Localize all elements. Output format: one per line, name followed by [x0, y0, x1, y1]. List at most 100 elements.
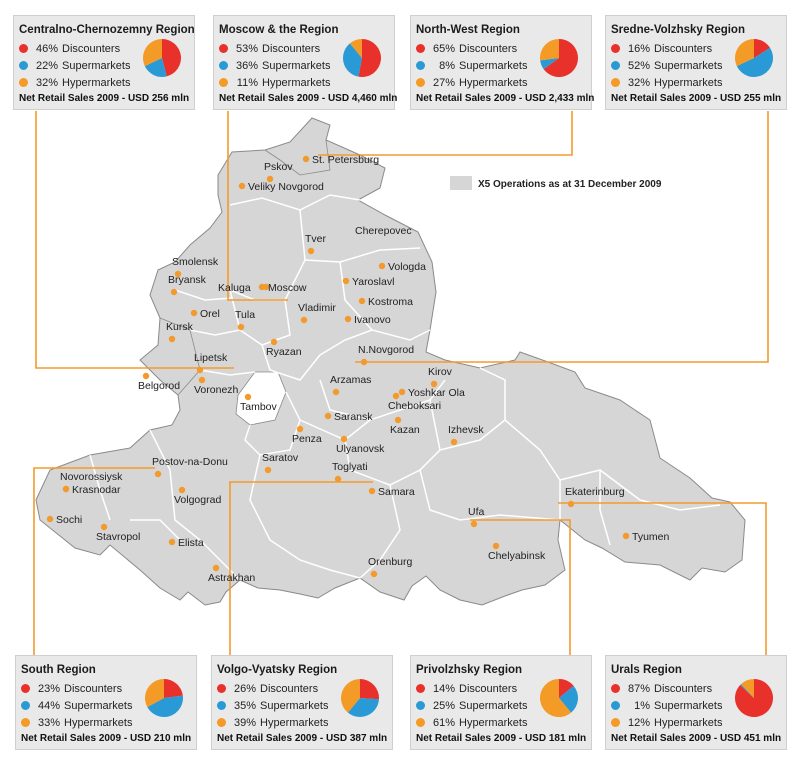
city-dot-orel: [190, 309, 198, 317]
discounters-label: Discounters: [262, 43, 321, 55]
city-dot-belgorod: [142, 372, 150, 380]
discounters-label: Discounters: [459, 683, 518, 695]
net-retail-sales: Net Retail Sales 2009 - USD 2,433 mln: [416, 93, 595, 104]
connector-volgo: [229, 481, 373, 660]
city-label-st-petersburg: St. Petersburg: [312, 154, 379, 166]
city-dot-voronezh: [198, 376, 206, 384]
city-label-volgograd: Volgograd: [174, 494, 221, 506]
supermarkets-row: 1% Supermarkets: [611, 700, 722, 713]
region-title: Centralno-Chernozemny Region: [19, 24, 195, 36]
city-label-chelyabinsk: Chelyabinsk: [488, 550, 546, 562]
city-dot-pskov: [266, 175, 274, 183]
panel-volgo: Volgo-Vyatsky Region 26% Discounters 35% S…: [211, 655, 393, 750]
city-layer: Pskov St. Petersburg Veliky Novgorod Cherep…: [46, 154, 670, 584]
city-dot-yaroslavl: [342, 277, 350, 285]
city-label-moscow: Moscow: [268, 282, 307, 294]
region-title: Urals Region: [611, 664, 682, 676]
connector-privolzhsky: [470, 519, 571, 660]
city-label-cherepovec: Cherepovec: [355, 225, 412, 237]
pie-slice-supermarkets: [736, 47, 773, 78]
city-label-yaroslavl: Yaroslavl: [352, 276, 394, 288]
city-dot-postov-na-donu: [154, 470, 162, 478]
discounters-dot: [611, 44, 620, 53]
city-dot-kursk: [168, 335, 176, 343]
hypermarkets-label: Hypermarkets: [64, 717, 133, 729]
city-dot-saransk: [324, 412, 332, 420]
pie-slice-hypermarkets: [143, 39, 162, 67]
hypermarkets-label: Hypermarkets: [62, 77, 131, 89]
supermarkets-label: Supermarkets: [64, 700, 133, 712]
format-pie: [343, 39, 381, 77]
net-retail-sales: Net Retail Sales 2009 - USD 256 mln: [19, 93, 190, 104]
pie-slice-discounters: [162, 39, 181, 77]
connector-northwest: [318, 111, 573, 156]
city-label-tyumen: Tyumen: [632, 531, 670, 543]
city-label-postov-na-donu: Postov-na-Donu: [152, 456, 228, 468]
panel-centralno: Centralno-Chernozemny Region 46% Discount…: [13, 15, 195, 110]
supermarkets-dot: [217, 701, 226, 710]
pie-slice-hypermarkets: [341, 679, 360, 713]
supermarkets-pct: 44%: [37, 700, 60, 712]
hypermarkets-dot: [21, 718, 30, 727]
city-dot-smolensk: [174, 270, 182, 278]
city-dot-n-novgorod: [360, 358, 368, 366]
connector-centralno: [35, 111, 234, 369]
format-pie: [735, 679, 773, 717]
panel-urals: Urals Region 87% Discounters 1% Supermarke…: [605, 655, 787, 750]
pie-slice-hypermarkets: [735, 39, 754, 67]
pie-slice-discounters: [543, 39, 578, 77]
discounters-dot: [219, 44, 228, 53]
city-label-cheboksari: Cheboksari: [388, 400, 441, 412]
connector-lines: [33, 111, 769, 660]
supermarkets-pct: 22%: [35, 60, 58, 72]
city-label-n-novgorod: N.Novgorod: [358, 344, 414, 356]
city-label-tver: Tver: [305, 233, 327, 245]
supermarkets-pct: 8%: [439, 60, 455, 72]
hypermarkets-pct: 32%: [627, 77, 650, 89]
net-retail-sales: Net Retail Sales 2009 - USD 451 mln: [611, 733, 782, 744]
city-label-astrakhan: Astrakhan: [208, 572, 255, 584]
city-label-kostroma: Kostroma: [368, 296, 413, 308]
city-dot-izhevsk: [450, 438, 458, 446]
discounters-row: 46% Discounters: [19, 43, 120, 56]
hypermarkets-label: Hypermarkets: [459, 717, 528, 729]
city-dot-orenburg: [370, 570, 378, 578]
connector-south: [33, 467, 155, 660]
hypermarkets-label: Hypermarkets: [654, 717, 723, 729]
city-dot-cheboksari: [392, 392, 400, 400]
city-label-elista: Elista: [178, 537, 204, 549]
city-dot-volgograd: [178, 486, 186, 494]
city-label-stavropol: Stavropol: [96, 531, 140, 543]
city-dot-kazan: [394, 416, 402, 424]
supermarkets-label: Supermarkets: [654, 60, 723, 72]
city-dot-bryansk: [170, 288, 178, 296]
city-label-saratov: Saratov: [262, 452, 299, 464]
discounters-label: Discounters: [62, 43, 121, 55]
supermarkets-pct: 25%: [432, 700, 455, 712]
city-label-orel: Orel: [200, 308, 220, 320]
discounters-dot: [19, 44, 28, 53]
city-label-samara: Samara: [378, 486, 415, 498]
city-label-belgorod: Belgorod: [138, 380, 180, 392]
supermarkets-row: 22% Supermarkets: [19, 60, 130, 73]
net-retail-sales: Net Retail Sales 2009 - USD 181 mln: [416, 733, 587, 744]
discounters-pct: 65%: [432, 43, 455, 55]
supermarkets-dot: [611, 61, 620, 70]
supermarkets-row: 52% Supermarkets: [611, 60, 722, 73]
map-legend: X5 Operations as at 31 December 2009: [450, 176, 662, 190]
hypermarkets-pct: 61%: [432, 717, 455, 729]
city-label-ivanovo: Ivanovo: [354, 314, 391, 326]
net-retail-sales: Net Retail Sales 2009 - USD 210 mln: [21, 733, 192, 744]
city-dot-toglyati: [334, 475, 342, 483]
city-dot-tver: [307, 247, 315, 255]
city-label-sochi: Sochi: [56, 514, 82, 526]
city-label-kursk: Kursk: [166, 321, 194, 333]
connector-sredne: [355, 111, 769, 363]
supermarkets-dot: [416, 61, 425, 70]
hypermarkets-label: Hypermarkets: [262, 77, 331, 89]
supermarkets-dot: [219, 61, 228, 70]
region-title: Sredne-Volzhsky Region: [611, 24, 745, 36]
city-label-smolensk: Smolensk: [172, 256, 219, 268]
city-label-kaluga: Kaluga: [218, 282, 251, 294]
